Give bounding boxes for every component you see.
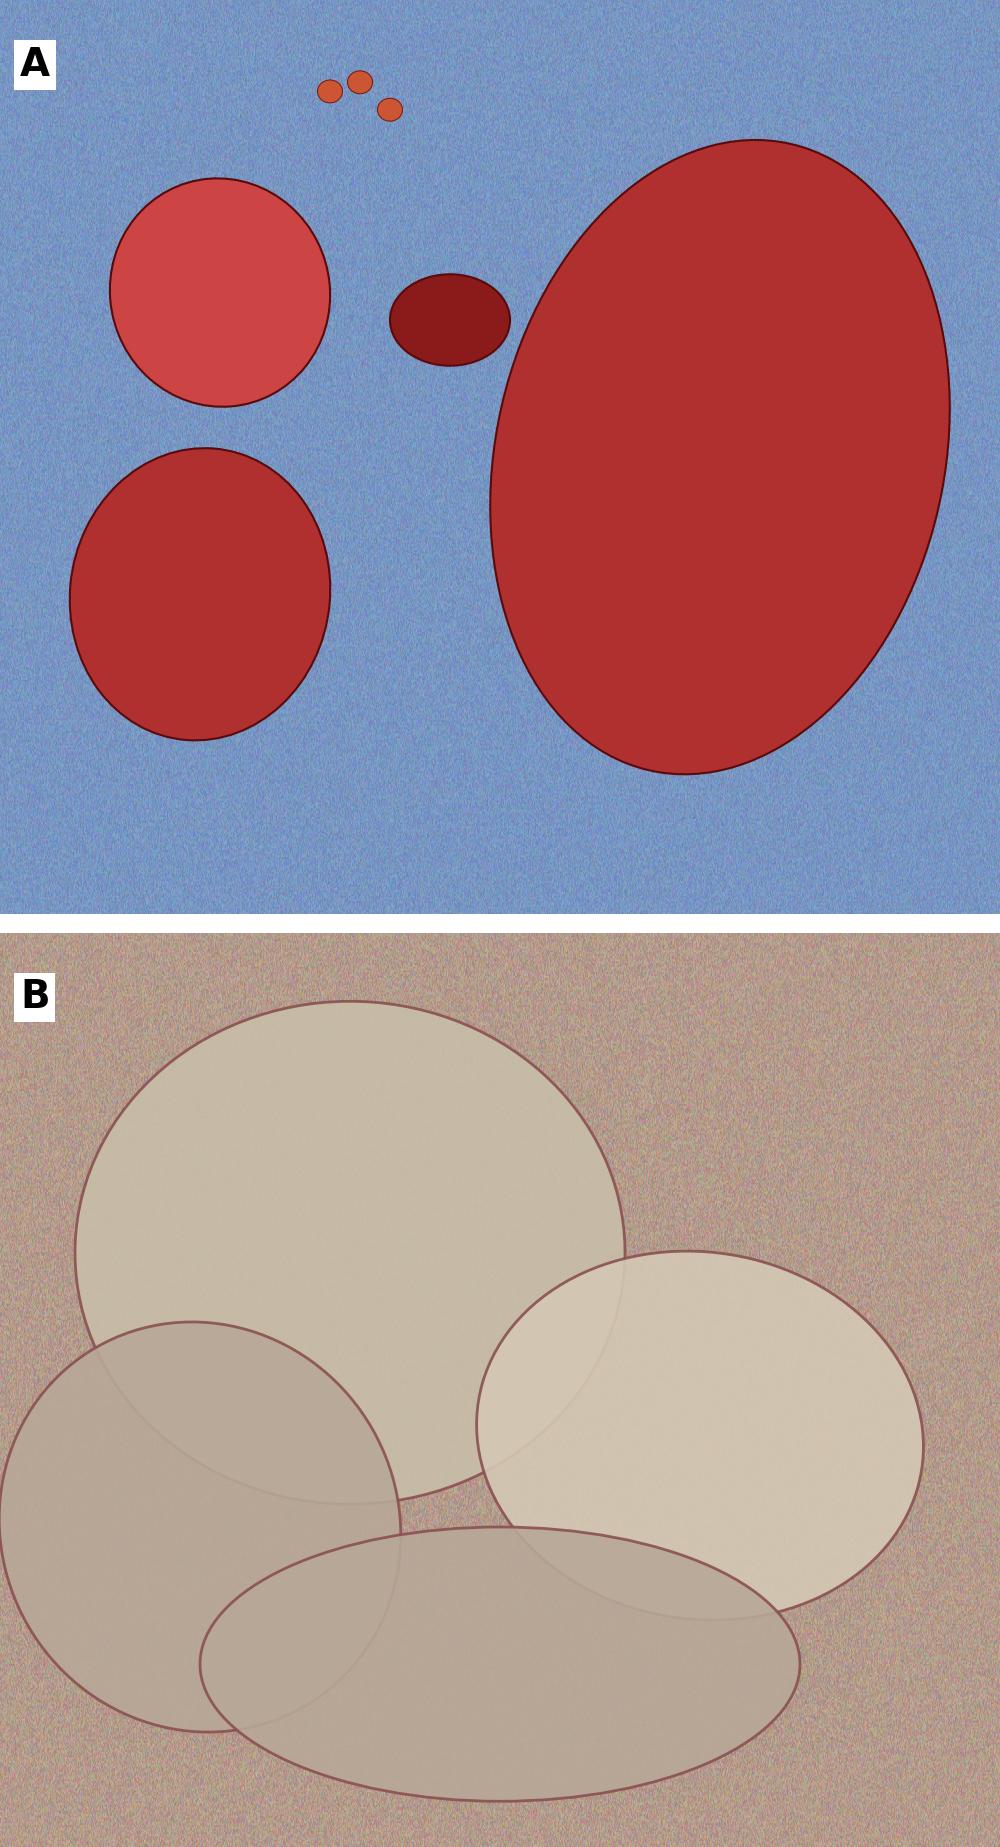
Ellipse shape	[318, 79, 342, 103]
Ellipse shape	[0, 1322, 401, 1732]
Ellipse shape	[200, 1527, 800, 1801]
Ellipse shape	[390, 273, 510, 366]
Ellipse shape	[490, 140, 950, 774]
Ellipse shape	[477, 1250, 923, 1620]
Ellipse shape	[70, 449, 330, 741]
Text: B: B	[20, 979, 50, 1016]
Ellipse shape	[75, 1001, 625, 1503]
Ellipse shape	[378, 98, 402, 122]
Text: A: A	[20, 46, 50, 83]
Ellipse shape	[348, 70, 372, 94]
Ellipse shape	[110, 179, 330, 406]
